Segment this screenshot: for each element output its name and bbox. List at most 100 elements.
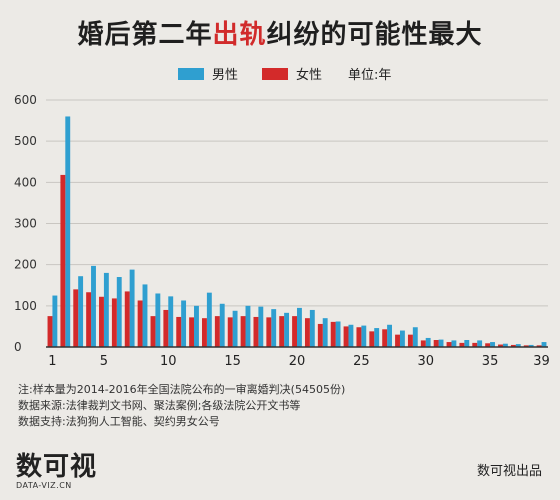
y-tick-label: 100 — [14, 299, 37, 313]
bar-female — [47, 316, 53, 347]
bar-female — [446, 342, 452, 347]
bar-male — [297, 307, 302, 347]
x-tick-label: 30 — [417, 354, 434, 369]
bar-female — [420, 340, 426, 347]
chart-notes: 注:样本量为2014-2016年全国法院公布的一审离婚判决(54505份) 数据… — [18, 382, 345, 430]
note-sample: 注:样本量为2014-2016年全国法院公布的一审离婚判决(54505份) — [18, 383, 346, 396]
bar-male — [181, 300, 187, 347]
bar-male — [412, 327, 418, 347]
bar-male — [502, 343, 508, 347]
legend-label-female: 女性 — [296, 68, 323, 83]
bar-female — [304, 318, 310, 347]
x-tick-label: 1 — [48, 354, 56, 369]
bar-male — [155, 293, 161, 347]
bar-female — [317, 323, 323, 347]
legend-swatch-female — [262, 67, 289, 80]
bar-male — [258, 306, 264, 347]
bar-female — [253, 316, 259, 347]
legend-swatch-male — [178, 67, 204, 80]
y-tick-label: 400 — [14, 175, 37, 189]
bar-female — [150, 316, 156, 347]
bar-male — [335, 321, 341, 347]
bar-female — [407, 334, 413, 347]
bar-female — [536, 345, 542, 347]
bar-male — [52, 295, 58, 347]
bar-male — [451, 340, 457, 347]
bar-female — [433, 340, 439, 347]
y-tick-label: 300 — [14, 217, 37, 231]
bar-female — [111, 298, 117, 347]
unit-label: 单位:年 — [348, 68, 392, 83]
bar-female — [86, 292, 92, 347]
bar-male — [271, 309, 277, 347]
bar-male — [232, 310, 238, 347]
title-part-1: 婚后第二年 — [77, 20, 213, 50]
bar-female — [279, 316, 285, 347]
bar-female — [124, 291, 130, 347]
title-highlight: 出轨 — [212, 20, 267, 50]
bar-female — [292, 316, 297, 347]
bar-female — [227, 317, 233, 347]
bar-male — [309, 309, 315, 347]
x-tick-label: 35 — [482, 354, 499, 369]
bar-male — [78, 276, 84, 347]
bar-female — [459, 342, 465, 347]
legend-item-male: 男性 — [178, 64, 238, 83]
bar-female — [240, 316, 246, 347]
bar-male — [528, 344, 534, 347]
y-tick-label: 0 — [14, 340, 22, 354]
bar-male — [425, 337, 431, 347]
bar-female — [343, 326, 349, 347]
x-tick-label: 15 — [224, 354, 241, 369]
bar-female — [330, 321, 336, 347]
bar-female — [369, 331, 375, 347]
bar-female — [382, 329, 388, 347]
credit-text: 数可视出品 — [476, 464, 542, 479]
chart-legend: 男性 女性 单位:年 — [178, 64, 391, 83]
logo-domain: DATA-VIZ.CN — [16, 481, 72, 490]
y-tick-label: 200 — [14, 258, 37, 272]
bar-male — [387, 324, 392, 347]
x-tick-label: 20 — [289, 354, 306, 369]
bar-male — [477, 340, 483, 347]
bar-male — [116, 277, 122, 347]
x-tick-label: 25 — [353, 354, 370, 369]
bar-male — [168, 296, 174, 347]
legend-item-female: 女性 — [262, 64, 322, 83]
bar-female — [523, 345, 529, 347]
bar-female — [176, 316, 182, 347]
bar-female — [189, 317, 195, 347]
bar-female — [60, 174, 66, 347]
bar-male — [284, 312, 290, 347]
bar-male — [142, 284, 148, 347]
title-part-2: 纠纷的可能性最大 — [266, 20, 483, 50]
x-tick-label: 39 — [533, 354, 550, 369]
y-tick-label: 600 — [14, 93, 37, 107]
bar-male — [322, 318, 328, 347]
bar-male — [438, 339, 444, 347]
y-tick-label: 500 — [14, 134, 37, 148]
bar-male — [206, 292, 212, 347]
bar-female — [498, 344, 503, 347]
bar-female — [395, 334, 400, 347]
bar-female — [137, 300, 143, 347]
logo-mark: 数可视 — [16, 452, 98, 482]
bar-female — [485, 343, 491, 347]
bar-male — [515, 344, 521, 347]
x-tick-label: 10 — [160, 354, 177, 369]
bar-female — [202, 318, 207, 347]
bar-male — [91, 265, 96, 347]
brand-logo: 数可视 DATA-VIZ.CN — [16, 446, 97, 490]
bar-female — [472, 342, 478, 347]
note-source: 数据来源:法律裁判文书网、聚法案例;各级法院公开文书等 — [18, 399, 301, 412]
bar-female — [214, 316, 220, 347]
bar-male — [194, 305, 199, 347]
bar-male — [348, 324, 354, 347]
bar-male — [374, 328, 380, 347]
bar-male — [399, 330, 405, 347]
bar-female — [99, 296, 104, 347]
bar-female — [266, 317, 272, 347]
bar-male — [464, 340, 470, 347]
bar-female — [510, 344, 516, 347]
